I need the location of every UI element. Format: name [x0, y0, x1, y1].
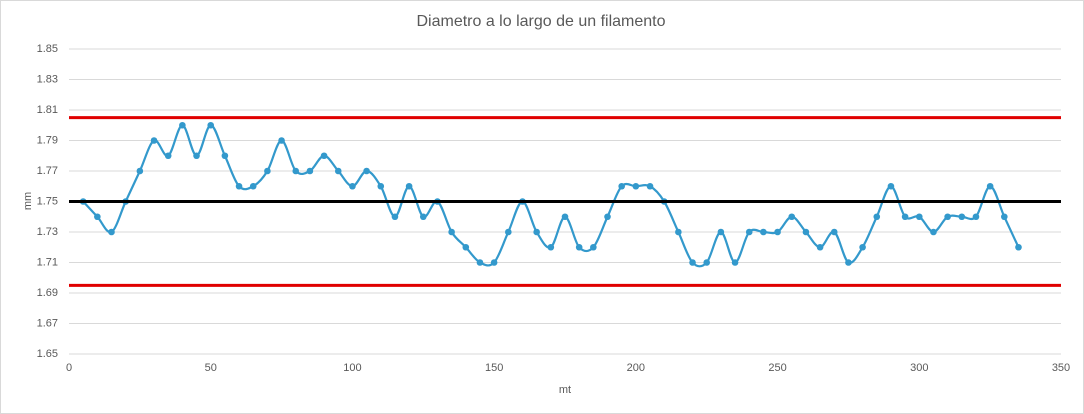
y-tick-label: 1.79	[37, 134, 58, 146]
data-point	[958, 213, 966, 221]
data-point	[1015, 243, 1022, 251]
data-point	[590, 243, 597, 251]
y-tick-label: 1.67	[37, 317, 58, 329]
data-point	[575, 243, 583, 251]
data-point	[292, 167, 300, 175]
data-point	[944, 213, 951, 221]
data-point	[731, 259, 739, 266]
data-point	[462, 243, 470, 251]
data-point	[760, 228, 767, 236]
data-point	[859, 243, 866, 251]
data-point	[788, 213, 796, 221]
data-point	[363, 167, 370, 175]
data-point	[136, 167, 144, 175]
data-point	[689, 259, 696, 266]
data-point	[334, 167, 342, 175]
data-point	[675, 228, 682, 236]
data-point	[618, 182, 625, 190]
data-point	[505, 228, 512, 236]
data-point	[320, 152, 328, 160]
x-tick-label: 300	[910, 362, 928, 374]
data-point	[193, 152, 200, 160]
data-point	[915, 213, 923, 221]
data-point	[646, 182, 654, 190]
x-tick-label: 200	[627, 362, 645, 374]
data-point	[561, 213, 569, 221]
data-point	[533, 228, 540, 236]
data-point	[150, 137, 158, 144]
data-point	[94, 213, 101, 221]
x-tick-label: 100	[343, 362, 361, 374]
data-point	[802, 228, 810, 236]
y-tick-label: 1.69	[37, 287, 58, 299]
chart-title: Diametro a lo largo de un filamento	[416, 13, 665, 30]
data-point	[547, 243, 555, 251]
data-point	[108, 228, 115, 236]
data-point	[986, 182, 994, 190]
data-point	[901, 213, 909, 221]
data-point	[490, 259, 498, 266]
data-point	[845, 259, 852, 266]
data-point	[419, 213, 427, 221]
data-point	[745, 228, 753, 236]
x-tick-label: 250	[768, 362, 786, 374]
data-point	[604, 213, 611, 221]
data-point	[830, 228, 838, 236]
data-point	[405, 182, 413, 190]
data-point	[391, 213, 399, 221]
data-point	[632, 182, 640, 190]
x-tick-label: 350	[1052, 362, 1070, 374]
data-point	[349, 182, 356, 190]
y-tick-label: 1.75	[37, 195, 58, 207]
data-point	[249, 182, 257, 190]
data-point	[377, 182, 385, 190]
data-point	[306, 167, 314, 175]
data-point	[1001, 213, 1008, 221]
y-tick-label: 1.85	[37, 43, 58, 55]
data-point	[972, 213, 980, 221]
y-tick-label: 1.65	[37, 348, 58, 360]
data-point	[476, 259, 484, 266]
data-point	[816, 243, 824, 251]
y-tick-label: 1.77	[37, 165, 58, 177]
data-point	[221, 152, 229, 160]
y-tick-label: 1.81	[37, 104, 58, 116]
x-tick-label: 0	[66, 362, 72, 374]
data-point	[264, 167, 271, 175]
data-point	[164, 152, 172, 160]
data-point	[887, 182, 895, 190]
data-point	[703, 259, 711, 266]
data-point	[930, 228, 937, 236]
x-axis-label: mt	[559, 384, 571, 396]
data-point	[179, 121, 186, 129]
y-tick-label: 1.83	[37, 73, 58, 85]
data-point	[873, 213, 881, 221]
data-point	[774, 228, 781, 236]
x-tick-label: 50	[205, 362, 217, 374]
data-point	[235, 182, 243, 190]
data-point	[448, 228, 455, 236]
y-axis-label: mm	[22, 192, 34, 210]
data-point	[207, 121, 215, 129]
data-point	[278, 137, 285, 144]
data-point	[717, 228, 725, 236]
y-tick-label: 1.71	[37, 256, 58, 268]
x-tick-label: 150	[485, 362, 503, 374]
y-tick-label: 1.73	[37, 226, 58, 238]
